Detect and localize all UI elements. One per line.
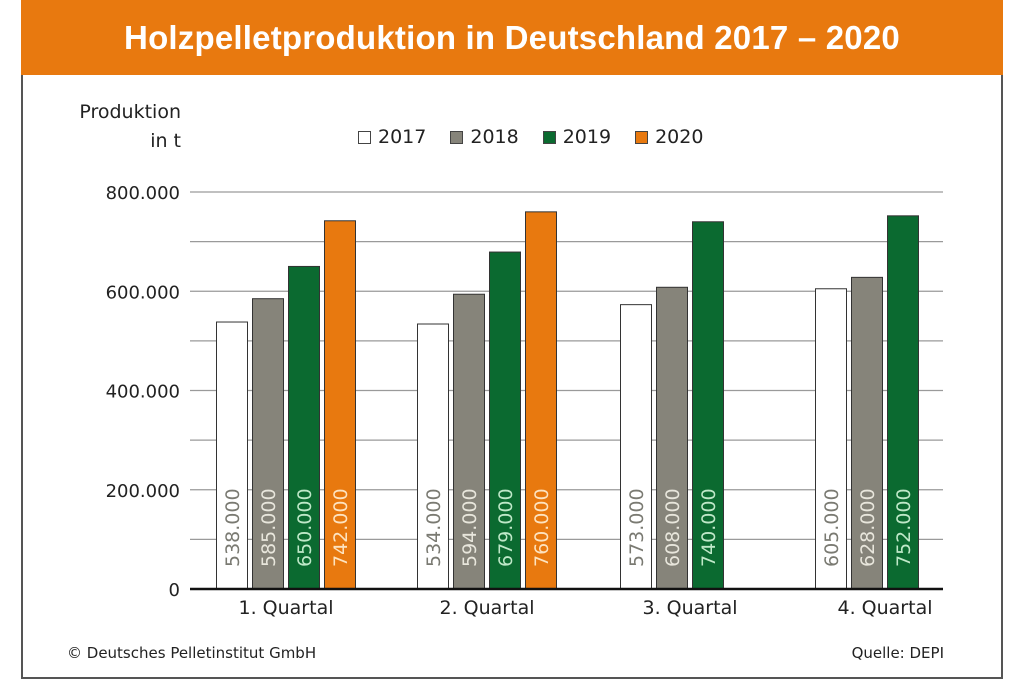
value-label: 752.000: [893, 488, 915, 567]
bar-2017-q2: [417, 323, 449, 590]
value-label: 573.000: [626, 488, 648, 567]
y-tick-label: 800.000: [106, 183, 180, 204]
value-label: 594.000: [459, 488, 481, 567]
value-label: 534.000: [423, 488, 445, 567]
bar-2017-q1: [216, 321, 248, 590]
category-label: 4. Quartal: [838, 597, 933, 619]
legend-item-2020: 2020: [635, 126, 703, 148]
legend: 2017 2018 2019 2020: [358, 126, 727, 148]
legend-swatch-2019: [542, 130, 556, 144]
value-label: 608.000: [662, 488, 684, 567]
title-banner: Holzpelletproduktion in Deutschland 2017…: [21, 0, 1003, 75]
value-label: 585.000: [258, 488, 280, 567]
legend-item-2018: 2018: [450, 126, 519, 148]
value-label: 742.000: [330, 488, 352, 567]
legend-label-2017: 2017: [378, 126, 427, 148]
bar-2019-q1: [288, 265, 320, 590]
legend-item-2017: 2017: [358, 126, 426, 148]
category-label: 3. Quartal: [643, 597, 738, 619]
value-label: 650.000: [294, 488, 316, 567]
copyright-note: © Deutsches Pelletinstitut GmbH: [67, 644, 317, 662]
legend-swatch-2017: [358, 130, 371, 144]
value-label: 760.000: [531, 488, 553, 567]
category-labels: 1. Quartal 2. Quartal 3. Quartal 4. Quartal: [239, 597, 933, 619]
category-label: 1. Quartal: [239, 597, 334, 619]
legend-label-2020: 2020: [655, 126, 704, 148]
bar-2017-q3: [620, 304, 652, 590]
legend-item-2019: 2019: [542, 126, 612, 148]
y-tick-label: 600.000: [106, 282, 180, 303]
category-label: 2. Quartal: [440, 597, 535, 619]
bar-2018-q1: [252, 298, 284, 590]
y-axis-ticks: 0 200.000 400.000 600.000 800.000: [106, 183, 180, 601]
legend-label-2019: 2019: [562, 126, 612, 148]
bar-2018-q3: [656, 286, 688, 590]
value-label: 740.000: [698, 488, 720, 567]
value-label: 679.000: [495, 488, 517, 567]
y-tick-label: 200.000: [106, 481, 180, 502]
bars: 538.000 585.000 650.000 742.000 534.000 594.0…: [216, 211, 919, 590]
bar-2020-q1: [324, 220, 356, 590]
y-axis-label-line2: in t: [150, 130, 181, 152]
legend-swatch-2020: [635, 130, 649, 144]
y-axis-label-line1: Produktion: [79, 101, 181, 123]
legend-swatch-2018: [450, 130, 464, 144]
chart-title: Holzpelletproduktion in Deutschland 2017…: [124, 18, 900, 56]
value-label: 605.000: [821, 488, 843, 567]
y-tick-label: 0: [169, 580, 180, 601]
value-label: 628.000: [857, 488, 879, 567]
value-label: 538.000: [222, 488, 244, 567]
bar-2018-q4: [851, 276, 883, 590]
bar-2018-q2: [453, 293, 485, 590]
legend-label-2018: 2018: [470, 126, 519, 148]
source-note: Quelle: DEPI: [851, 644, 944, 662]
y-axis-label: Produktion in t: [79, 98, 181, 156]
y-tick-label: 400.000: [106, 382, 180, 403]
